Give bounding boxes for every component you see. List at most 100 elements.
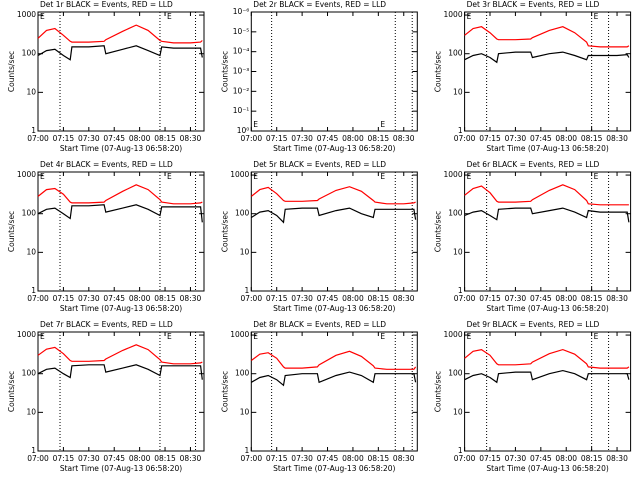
- y-tick-label: 1: [458, 286, 463, 295]
- x-tick-label: 08:30: [180, 294, 202, 303]
- y-tick-label: 1000: [17, 330, 36, 339]
- y-tick-label: 10⁻¹: [233, 106, 250, 115]
- x-tick-label: 07:45: [317, 294, 339, 303]
- y-tick-label: 100: [22, 209, 37, 218]
- y-tick-label: 1000: [444, 330, 463, 339]
- x-tick-label: 08:30: [606, 454, 628, 463]
- x-tick-label: 07:30: [505, 134, 527, 143]
- x-tick-label: 08:30: [606, 134, 628, 143]
- annotation: E: [467, 12, 472, 21]
- series-line: [464, 51, 630, 64]
- annotation: E: [167, 12, 172, 21]
- y-tick-label: 1000: [230, 170, 249, 179]
- plot-frame: [464, 331, 632, 452]
- x-tick-label: 08:30: [393, 294, 415, 303]
- x-tick-label: 07:30: [78, 454, 100, 463]
- x-tick-label: 07:30: [291, 454, 313, 463]
- y-axis-label: Counts/sec: [434, 211, 443, 252]
- x-tick-label: 07:00: [240, 294, 262, 303]
- chart-title: Det 8r BLACK = Events, RED = LLD: [253, 320, 386, 329]
- y-tick-label: 10: [26, 87, 36, 96]
- annotation: E: [40, 12, 45, 21]
- y-tick-label: 100: [22, 49, 37, 58]
- series-line: [464, 207, 630, 223]
- x-tick-label: 08:30: [180, 134, 202, 143]
- x-tick-label: 08:30: [606, 294, 628, 303]
- y-tick-label: 1: [458, 446, 463, 455]
- y-tick-label: 1: [31, 286, 36, 295]
- annotation: E: [467, 172, 472, 181]
- x-tick-label: 07:00: [240, 454, 262, 463]
- x-tick-label: 08:15: [368, 134, 390, 143]
- x-tick-label: 08:15: [581, 454, 603, 463]
- x-tick-label: 08:15: [581, 294, 603, 303]
- annotation: E: [380, 332, 385, 341]
- x-tick-label: 07:15: [266, 294, 288, 303]
- y-tick-label: 10⁻³: [233, 67, 250, 76]
- y-tick-label: 1: [31, 446, 36, 455]
- x-tick-label: 07:30: [291, 294, 313, 303]
- chart-title: Det 2r BLACK = Events, RED = LLD: [253, 0, 386, 9]
- y-tick-label: 1000: [230, 330, 249, 339]
- x-axis-label: Start Time (07-Aug-13 06:58:20): [486, 464, 608, 473]
- y-tick-label: 1: [245, 286, 250, 295]
- y-axis-label: Counts/sec: [220, 51, 229, 92]
- series-line: [37, 344, 203, 365]
- y-axis-label: Counts/sec: [434, 51, 443, 92]
- x-axis-label: Start Time (07-Aug-13 06:58:20): [60, 464, 182, 473]
- y-axis-label: Counts/sec: [434, 371, 443, 412]
- y-tick-label: 1000: [17, 170, 36, 179]
- x-tick-label: 07:00: [240, 134, 262, 143]
- x-axis-label: Start Time (07-Aug-13 06:58:20): [486, 144, 608, 153]
- y-tick-label: 10: [26, 247, 36, 256]
- series-line: [250, 350, 417, 370]
- y-tick-label: 100: [235, 209, 250, 218]
- x-tick-label: 08:30: [393, 454, 415, 463]
- chart-title: Det 3r BLACK = Events, RED = LLD: [467, 0, 600, 9]
- x-tick-label: 07:00: [27, 294, 49, 303]
- y-tick-label: 10: [453, 87, 463, 96]
- plot-frame: [464, 11, 632, 132]
- x-tick-label: 08:15: [368, 454, 390, 463]
- plot-frame: [37, 171, 205, 292]
- plot-frame: [250, 171, 418, 292]
- y-tick-label: 100: [448, 209, 463, 218]
- series-line: [37, 24, 203, 44]
- y-axis-label: Counts/sec: [7, 371, 16, 412]
- annotation: E: [253, 120, 258, 129]
- x-tick-label: 08:00: [555, 134, 577, 143]
- annotation: E: [167, 332, 172, 341]
- x-tick-label: 08:00: [555, 454, 577, 463]
- x-tick-label: 07:15: [479, 454, 501, 463]
- x-tick-label: 07:45: [103, 454, 125, 463]
- x-tick-label: 08:15: [368, 294, 390, 303]
- x-tick-label: 07:15: [266, 454, 288, 463]
- annotation: E: [40, 332, 45, 341]
- y-tick-label: 10: [240, 407, 250, 416]
- plot-frame: [37, 11, 205, 132]
- y-axis-label: Counts/sec: [220, 371, 229, 412]
- x-tick-label: 07:45: [530, 294, 552, 303]
- x-tick-label: 07:30: [505, 294, 527, 303]
- x-axis-label: Start Time (07-Aug-13 06:58:20): [60, 144, 182, 153]
- y-tick-label: 1000: [444, 170, 463, 179]
- x-tick-label: 07:45: [317, 454, 339, 463]
- series-line: [250, 207, 417, 224]
- y-tick-label: 1: [245, 446, 250, 455]
- y-tick-label: 10⁻⁶: [233, 7, 250, 16]
- x-axis-label: Start Time (07-Aug-13 06:58:20): [486, 304, 608, 313]
- y-tick-label: 100: [22, 369, 37, 378]
- chart-title: Det 1r BLACK = Events, RED = LLD: [40, 0, 173, 9]
- x-tick-label: 07:45: [103, 294, 125, 303]
- x-tick-label: 07:45: [317, 134, 339, 143]
- y-tick-label: 100: [448, 49, 463, 58]
- series-line: [37, 364, 203, 380]
- chart-title: Det 7r BLACK = Events, RED = LLD: [40, 320, 173, 329]
- chart-title: Det 9r BLACK = Events, RED = LLD: [467, 320, 600, 329]
- annotation: E: [594, 332, 599, 341]
- x-axis-label: Start Time (07-Aug-13 06:58:20): [60, 304, 182, 313]
- y-axis-label: Counts/sec: [7, 211, 16, 252]
- annotation: E: [380, 120, 385, 129]
- series-line: [37, 204, 203, 223]
